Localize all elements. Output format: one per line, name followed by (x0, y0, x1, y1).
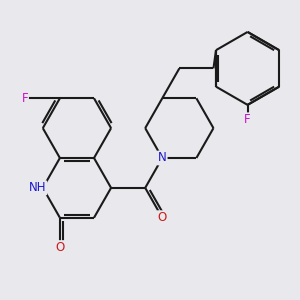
Text: O: O (55, 241, 64, 254)
Text: F: F (21, 92, 28, 105)
Text: NH: NH (29, 182, 46, 194)
Text: F: F (244, 113, 251, 126)
Text: N: N (158, 152, 167, 164)
Text: O: O (158, 211, 167, 224)
